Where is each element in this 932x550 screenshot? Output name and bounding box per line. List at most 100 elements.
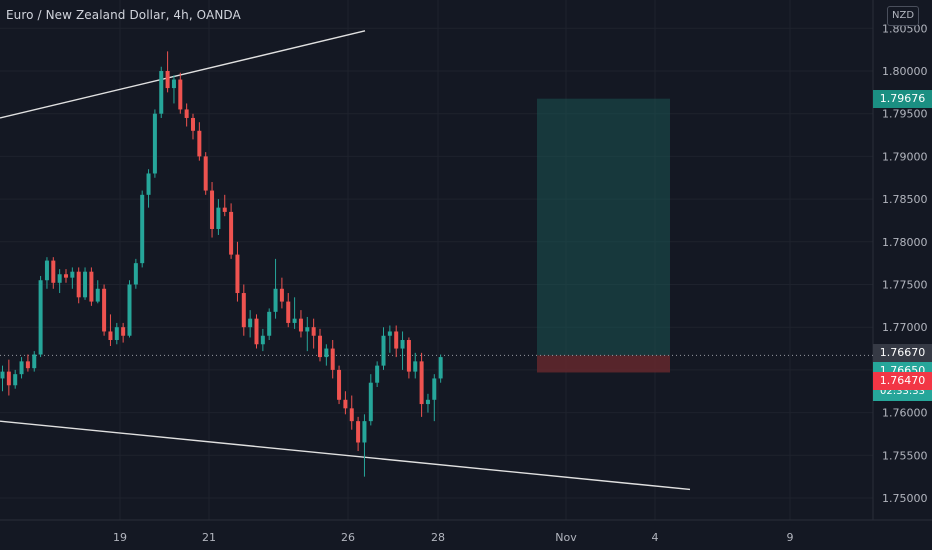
price-tick-label: 1.79500 bbox=[882, 108, 928, 121]
candle bbox=[140, 190, 145, 268]
position-zones[interactable] bbox=[0, 98, 873, 373]
candle bbox=[337, 365, 342, 405]
candle bbox=[362, 414, 367, 477]
candle bbox=[51, 257, 56, 289]
candle-body bbox=[38, 280, 43, 355]
candle bbox=[121, 322, 126, 343]
candle-body bbox=[324, 348, 329, 358]
candle bbox=[44, 257, 49, 289]
candle bbox=[229, 203, 234, 259]
candle bbox=[349, 395, 354, 430]
candle-body bbox=[273, 288, 278, 312]
candle-body bbox=[260, 335, 265, 345]
candle-body bbox=[197, 130, 202, 157]
candle bbox=[286, 293, 291, 328]
candle-body bbox=[146, 173, 151, 195]
candle bbox=[254, 314, 259, 349]
candle-body bbox=[13, 374, 18, 386]
entry-price-tag: 1.76670 bbox=[873, 344, 932, 363]
candle-body bbox=[6, 371, 11, 386]
price-axis[interactable]: 1.750001.755001.760001.765001.770001.775… bbox=[882, 22, 928, 505]
price-tick-label: 1.80000 bbox=[882, 65, 928, 78]
candle-body bbox=[114, 327, 119, 341]
candle-body bbox=[356, 421, 361, 443]
candle bbox=[102, 284, 107, 336]
candle-body bbox=[438, 357, 443, 379]
candle bbox=[330, 340, 335, 379]
candle bbox=[32, 351, 37, 372]
candle-body bbox=[362, 421, 367, 443]
candle bbox=[171, 75, 176, 104]
candle-body bbox=[133, 263, 138, 285]
loss-zone bbox=[537, 355, 670, 373]
candle-body bbox=[95, 288, 100, 302]
candle-body bbox=[76, 271, 81, 298]
candle bbox=[425, 393, 430, 413]
candle-body bbox=[387, 331, 392, 336]
time-tick-label: Nov bbox=[555, 531, 577, 544]
time-tick-label: 26 bbox=[341, 531, 355, 544]
candle-body bbox=[254, 318, 259, 345]
candle-body bbox=[298, 318, 303, 332]
candle bbox=[356, 416, 361, 452]
candle bbox=[89, 267, 94, 306]
candle bbox=[279, 277, 284, 309]
candle-body bbox=[57, 274, 62, 283]
candle-body bbox=[210, 190, 215, 229]
candle bbox=[438, 354, 443, 383]
candle-body bbox=[0, 371, 5, 379]
candle bbox=[216, 199, 221, 235]
price-tick-label: 1.77000 bbox=[882, 321, 928, 334]
candle-body bbox=[152, 113, 157, 174]
time-tick-label: 9 bbox=[787, 531, 794, 544]
candlestick-series bbox=[0, 51, 443, 477]
candle-body bbox=[413, 361, 418, 372]
candle bbox=[13, 369, 18, 389]
candle bbox=[248, 310, 253, 338]
candle bbox=[400, 331, 405, 370]
currency-badge[interactable]: NZD bbox=[887, 6, 919, 26]
candle bbox=[381, 327, 386, 370]
candle bbox=[394, 325, 399, 358]
candle bbox=[273, 258, 278, 319]
candle-body bbox=[165, 71, 170, 89]
candle bbox=[19, 357, 24, 379]
target-price-tag: 1.79676 bbox=[873, 89, 932, 108]
candle-body bbox=[432, 378, 437, 400]
candle bbox=[133, 258, 138, 289]
candle bbox=[197, 122, 202, 161]
candle-body bbox=[292, 318, 297, 323]
time-axis[interactable]: 19 21 26 28 Nov 4 9 bbox=[113, 531, 794, 544]
candle-body bbox=[83, 271, 88, 298]
candle bbox=[70, 267, 75, 289]
candle bbox=[311, 318, 316, 349]
candle-body bbox=[406, 340, 411, 372]
candle bbox=[6, 359, 11, 396]
trendlines[interactable] bbox=[0, 30, 691, 491]
candle-body bbox=[343, 399, 348, 409]
candle-body bbox=[311, 327, 316, 336]
symbol-title[interactable]: Euro / New Zealand Dollar, 4h, OANDA bbox=[6, 8, 241, 22]
candle-body bbox=[184, 109, 189, 118]
price-tick-label: 1.77500 bbox=[882, 279, 928, 292]
candle-body bbox=[349, 408, 354, 422]
candle bbox=[159, 66, 164, 118]
candle bbox=[127, 280, 132, 338]
candle-body bbox=[400, 340, 405, 349]
candle bbox=[387, 325, 392, 353]
candle-body bbox=[286, 301, 291, 323]
candle bbox=[83, 267, 88, 300]
candle-body bbox=[425, 399, 430, 405]
candle bbox=[25, 354, 30, 372]
candle bbox=[95, 280, 100, 304]
candle bbox=[57, 269, 62, 294]
candle bbox=[178, 72, 183, 114]
candle bbox=[210, 182, 215, 238]
candle-body bbox=[216, 207, 221, 229]
time-tick-label: 28 bbox=[431, 531, 445, 544]
stop-price-tag: 1.76470 bbox=[873, 372, 932, 391]
candle bbox=[406, 337, 411, 379]
time-tick-label: 21 bbox=[202, 531, 216, 544]
price-tick-label: 1.76000 bbox=[882, 407, 928, 420]
